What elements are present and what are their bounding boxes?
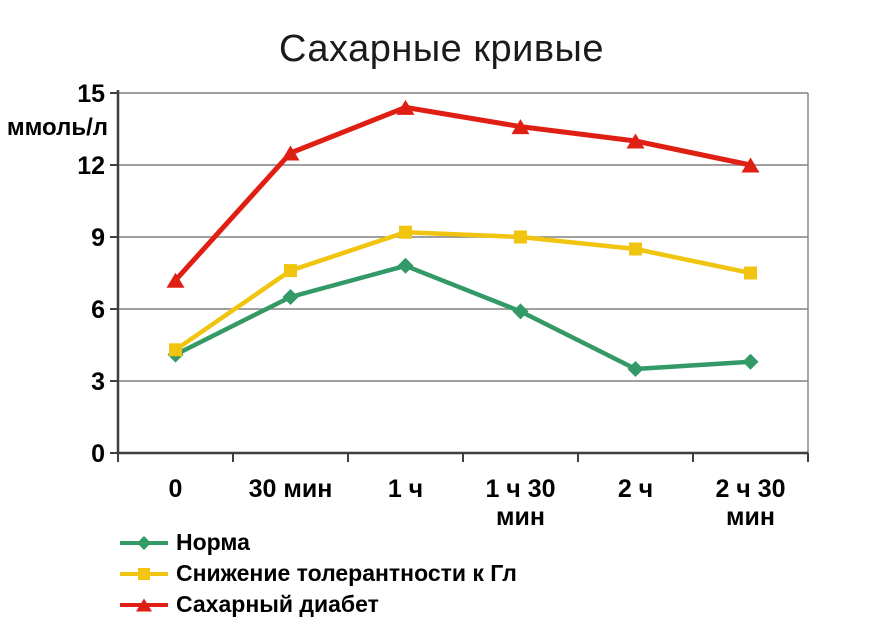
y-tick-label: 12 bbox=[77, 152, 105, 180]
x-tick-label: мин bbox=[726, 503, 775, 531]
series-line bbox=[173, 263, 753, 372]
y-axis-unit-label: ммоль/л bbox=[7, 114, 108, 141]
data-point-square bbox=[744, 266, 757, 280]
data-point-square bbox=[169, 343, 182, 357]
data-point-diamond bbox=[512, 303, 529, 320]
legend-marker-icon bbox=[120, 567, 168, 580]
legend-item: Сахарный диабет bbox=[118, 589, 517, 620]
data-point-triangle bbox=[396, 99, 415, 115]
y-tick-label: 0 bbox=[91, 440, 105, 468]
data-point-square bbox=[284, 264, 297, 278]
data-point-square bbox=[399, 225, 412, 239]
y-tick-label: 9 bbox=[91, 224, 105, 252]
data-point-diamond bbox=[282, 289, 299, 305]
legend-marker bbox=[137, 535, 151, 550]
legend-marker-icon bbox=[120, 598, 168, 611]
y-tick-label: 15 bbox=[77, 80, 105, 108]
y-tick-label: 3 bbox=[91, 368, 105, 396]
data-point-triangle bbox=[511, 119, 530, 135]
chart-title: Сахарные кривые bbox=[279, 28, 604, 70]
data-point-triangle bbox=[741, 157, 760, 173]
data-point-triangle bbox=[166, 272, 185, 288]
series-line bbox=[173, 104, 753, 283]
x-tick-label: 1 ч bbox=[388, 475, 423, 503]
data-point-triangle bbox=[626, 133, 645, 149]
x-tick-label: мин bbox=[496, 503, 545, 531]
data-point-triangle bbox=[281, 145, 300, 161]
legend-item: Норма bbox=[118, 527, 517, 558]
legend-marker-icon bbox=[120, 535, 168, 550]
legend-item-label: Норма bbox=[176, 529, 250, 555]
legend-item-label: Снижение толерантности к Гл bbox=[176, 560, 517, 586]
data-point-square bbox=[629, 242, 642, 256]
chart-legend: Норма Снижение толерантности к Гл Сахарн… bbox=[118, 527, 517, 620]
data-point-square bbox=[514, 230, 527, 244]
x-tick-label: 0 bbox=[169, 475, 183, 503]
x-tick-label: 30 мин bbox=[249, 475, 333, 503]
series-line bbox=[173, 229, 753, 353]
data-point-diamond bbox=[627, 361, 644, 377]
legend-marker bbox=[138, 567, 150, 580]
legend-item-label: Сахарный диабет bbox=[176, 591, 379, 617]
x-tick-label: 2 ч 30 bbox=[715, 475, 785, 503]
legend-item: Снижение толерантности к Гл bbox=[118, 558, 517, 589]
legend-marker bbox=[136, 598, 152, 611]
x-tick-label: 2 ч bbox=[618, 475, 653, 503]
data-point-diamond bbox=[397, 257, 414, 274]
data-point-diamond bbox=[742, 353, 759, 370]
y-tick-label: 6 bbox=[91, 296, 105, 324]
x-tick-label: 1 ч 30 bbox=[485, 475, 555, 503]
